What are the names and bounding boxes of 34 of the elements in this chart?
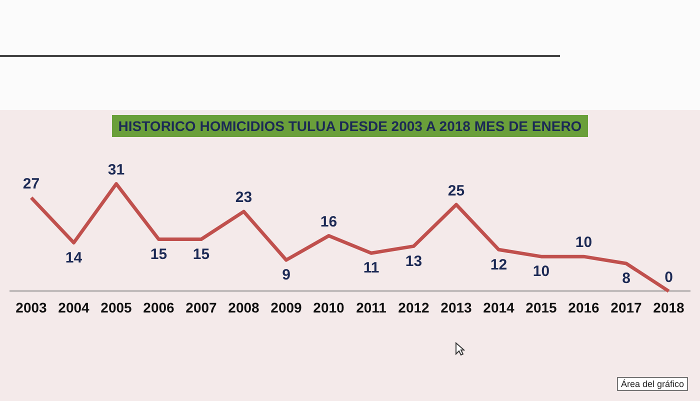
data-label: 15 — [192, 246, 210, 263]
data-label: 31 — [108, 161, 125, 178]
data-label: 13 — [405, 252, 422, 270]
x-tick-label: 2012 — [398, 299, 430, 316]
data-label: 0 — [664, 268, 673, 286]
x-tick-label: 2008 — [228, 299, 260, 316]
data-label: 14 — [65, 249, 83, 266]
data-label: 8 — [622, 270, 630, 288]
x-tick-label: 2004 — [58, 299, 90, 316]
chart-title: HISTORICO HOMICIDIOS TULUA DESDE 2003 A 2018 MES DE ENERO — [112, 115, 588, 137]
x-tick-label: 2003 — [16, 299, 48, 316]
data-label: 16 — [320, 213, 338, 230]
x-tick-label: 2011 — [356, 299, 387, 316]
x-tick-label: 2018 — [653, 299, 685, 316]
x-tick-label: 2007 — [186, 299, 218, 316]
x-tick-label: 2009 — [270, 299, 302, 316]
data-label: 27 — [22, 175, 40, 192]
data-label: 12 — [490, 256, 508, 274]
data-label: 10 — [532, 263, 550, 280]
text: Área del gráfico — [616, 377, 688, 391]
data-label: 25 — [448, 182, 465, 200]
x-tick-label: 2005 — [100, 299, 132, 316]
data-label: 15 — [150, 246, 168, 263]
x-tick-label: 2015 — [526, 299, 558, 316]
x-tick-label: 2016 — [568, 299, 600, 316]
x-tick-label: 2013 — [440, 299, 472, 316]
x-tick-label: 2017 — [610, 299, 642, 316]
data-label: 23 — [235, 189, 252, 206]
x-tick-label: 2014 — [483, 299, 515, 316]
x-tick-label: 2010 — [313, 299, 345, 316]
data-label: 10 — [575, 234, 592, 252]
data-label: 11 — [363, 260, 380, 277]
x-tick-label: 2006 — [143, 299, 175, 316]
data-label: 9 — [282, 266, 290, 284]
